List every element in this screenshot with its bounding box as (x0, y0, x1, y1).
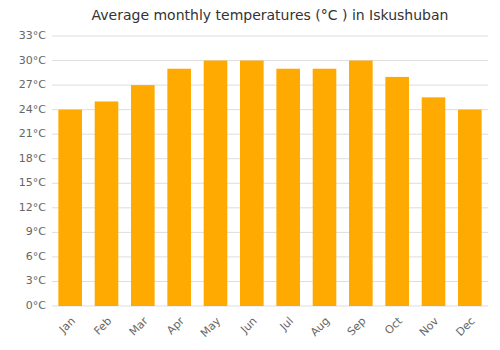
x-tick-label: Apr (164, 314, 187, 337)
x-tick-label: Mar (127, 314, 151, 338)
x-tick-label: Jan (56, 315, 78, 337)
chart-container: 0°C 3°C 6°C 9°C 12°C 15°C 18°C 21°C 24°C 27°C 30°C… (0, 0, 500, 350)
bar (204, 61, 228, 306)
y-tick-label: 3°C (26, 274, 46, 287)
bar (58, 110, 82, 306)
x-tick-label: Nov (417, 314, 442, 339)
bar (131, 85, 155, 306)
grid-line (52, 36, 488, 37)
grid-line (52, 85, 488, 86)
bar (422, 97, 446, 306)
x-tick-label: Sep (345, 315, 369, 339)
bars (58, 61, 481, 306)
x-tick-label: Aug (308, 315, 332, 339)
y-tick-label: 30°C (19, 54, 46, 67)
y-axis: 0°C 3°C 6°C 9°C 12°C 15°C 18°C 21°C 24°C 27°C 30°C… (19, 29, 46, 312)
y-tick-label: 18°C (19, 152, 46, 165)
y-tick-label: 27°C (19, 78, 46, 91)
bar (95, 101, 119, 306)
chart-svg: 0°C 3°C 6°C 9°C 12°C 15°C 18°C 21°C 24°C 27°C 30°C… (0, 0, 500, 350)
x-tick-label: Oct (382, 314, 405, 337)
y-tick-label: 33°C (19, 29, 46, 42)
x-axis: Jan Feb Mar Apr May Jun Jul Aug Sep Oct Nov Dec (56, 314, 478, 340)
x-tick-label: May (198, 314, 224, 340)
title: Average monthly temperatures (°C ) in Is… (92, 7, 449, 23)
bar (349, 61, 373, 306)
bar (385, 77, 409, 306)
x-tick-label: Jun (238, 315, 260, 337)
y-tick-label: 15°C (19, 176, 46, 189)
y-tick-label: 24°C (19, 103, 46, 116)
bar (240, 61, 264, 306)
bar (458, 110, 482, 306)
bar (276, 69, 300, 306)
x-tick-label: Jul (277, 315, 296, 334)
grid (52, 36, 488, 306)
grid-line (52, 60, 488, 61)
y-tick-label: 6°C (26, 250, 46, 263)
x-tick-label: Dec (453, 315, 477, 339)
y-tick-label: 0°C (26, 299, 46, 312)
y-tick-label: 9°C (26, 225, 46, 238)
y-tick-label: 21°C (19, 127, 46, 140)
y-tick-label: 12°C (19, 201, 46, 214)
bar (167, 69, 191, 306)
x-tick-label: Feb (91, 315, 114, 338)
bar (313, 69, 337, 306)
